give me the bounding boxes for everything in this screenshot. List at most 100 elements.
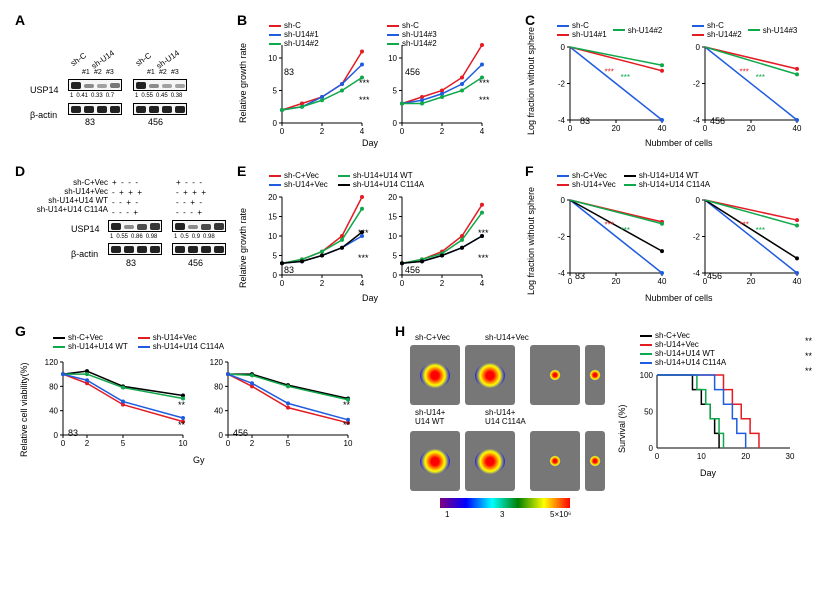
cell-456: 456 <box>148 117 163 127</box>
svg-text:20: 20 <box>612 277 621 286</box>
svg-text:20: 20 <box>747 277 756 286</box>
cell-83-c: 83 <box>580 116 590 126</box>
mouse-3 <box>410 431 460 491</box>
mlabel-4: sh-U14+ U14 C114A <box>485 408 526 426</box>
svg-text:***: *** <box>605 220 614 229</box>
panel-label-e: E <box>237 163 246 179</box>
leg: sh-U14+U14 WT <box>655 349 715 358</box>
svg-text:-4: -4 <box>693 269 701 278</box>
svg-text:30: 30 <box>786 452 795 461</box>
svg-text:-2: -2 <box>693 80 701 89</box>
leg: sh-C+Vec <box>572 171 607 180</box>
lane3b: #3 <box>171 69 179 76</box>
gel-usp14-d83 <box>108 220 162 232</box>
panel-label-d: D <box>15 163 25 179</box>
panel-label-g: G <box>15 323 26 339</box>
svg-text:***: *** <box>740 67 749 76</box>
cell-83-b: 83 <box>284 67 294 77</box>
leg: sh-U14#1 <box>284 30 319 39</box>
leg: sh-U14+U14 WT <box>68 342 128 351</box>
sig-g2: ** <box>178 420 185 430</box>
legend-c-left: sh-C sh-U14#1 sh-U14#2 <box>557 21 662 39</box>
protein-usp14: USP14 <box>30 85 59 95</box>
gel-label-shu142: sh-U14 <box>155 48 181 70</box>
svg-text:***: *** <box>621 73 630 82</box>
sig-g3: ** <box>343 400 350 410</box>
lane1: #1 <box>82 69 90 76</box>
svg-text:100: 100 <box>640 371 654 380</box>
svg-text:0: 0 <box>400 127 405 136</box>
svg-text:20: 20 <box>388 193 397 202</box>
leg: sh-U14+U14 C114A <box>153 342 224 351</box>
xlabel-b: Day <box>362 138 378 148</box>
svg-text:40: 40 <box>658 277 667 286</box>
cell-456-d: 456 <box>188 258 203 268</box>
leg: sh-U14#3 <box>763 26 798 35</box>
svg-text:0: 0 <box>226 439 231 448</box>
bactin-d: β-actin <box>71 249 98 259</box>
lane3: #3 <box>106 69 114 76</box>
leg: sh-U14+Vec <box>284 180 328 189</box>
svg-text:5: 5 <box>273 252 278 261</box>
panel-label-b: B <box>237 12 247 28</box>
dens: 1 <box>70 93 73 99</box>
ylabel-c: Log fraction without sphere <box>526 27 536 135</box>
svg-text:10: 10 <box>268 54 277 63</box>
svg-text:0: 0 <box>561 196 566 205</box>
mouse-4 <box>530 431 580 491</box>
leg: sh-U14#1 <box>572 30 607 39</box>
svg-text:120: 120 <box>45 358 59 367</box>
leg: sh-U14+U14 WT <box>639 171 699 180</box>
mouse-1b <box>465 345 515 405</box>
chart-b-456: 0240510 <box>382 43 487 138</box>
svg-text:10: 10 <box>697 452 706 461</box>
svg-text:0: 0 <box>393 119 398 128</box>
sig-b2: *** <box>359 95 370 105</box>
cond: sh-U14+U14 WT <box>28 196 108 205</box>
chart-g-83: 0251004080120 <box>43 360 188 450</box>
dens: 0.45 <box>156 93 168 99</box>
gel-usp14-456 <box>133 79 187 91</box>
gel-bactin-d83 <box>108 243 162 255</box>
chart-c-83: 02040-4-20****** <box>552 45 667 135</box>
svg-text:0: 0 <box>568 277 573 286</box>
svg-text:5: 5 <box>393 252 398 261</box>
svg-text:-4: -4 <box>558 269 566 278</box>
dens: 0.33 <box>91 93 103 99</box>
gel-bactin-d456 <box>172 243 226 255</box>
svg-text:5: 5 <box>273 87 278 96</box>
svg-text:5: 5 <box>393 87 398 96</box>
cb-tick1: 1 <box>445 510 449 519</box>
pm-grid-83: + - - - - + + + - - + - - - - + <box>112 178 142 218</box>
leg: sh-C+Vec <box>68 333 103 342</box>
svg-text:20: 20 <box>612 124 621 133</box>
dens: 1 <box>110 234 113 240</box>
xlabel-e: Day <box>362 293 378 303</box>
svg-text:40: 40 <box>793 277 802 286</box>
leg: sh-C <box>572 21 589 30</box>
svg-text:***: *** <box>756 226 765 235</box>
sig-h1: ** <box>805 336 812 346</box>
svg-text:2: 2 <box>440 127 445 136</box>
svg-text:10: 10 <box>179 439 188 448</box>
leg: sh-C <box>402 21 419 30</box>
protein-bactin: β-actin <box>30 110 57 120</box>
svg-text:-4: -4 <box>558 116 566 125</box>
ylabel-g: Relative cell viability(%) <box>19 362 29 457</box>
cell-456-f: 456 <box>707 271 722 281</box>
svg-text:0: 0 <box>400 279 405 288</box>
gel-label-shc2: sh-C <box>134 51 153 68</box>
leg: sh-U14+U14 WT <box>353 171 413 180</box>
legend-b-right: sh-C sh-U14#3 sh-U14#2 <box>387 21 437 48</box>
svg-text:50: 50 <box>644 408 653 417</box>
cell-83: 83 <box>85 117 95 127</box>
cell-83-g: 83 <box>68 428 78 438</box>
svg-text:0: 0 <box>655 452 660 461</box>
sig-e1: *** <box>358 228 369 238</box>
sig-h2: ** <box>805 351 812 361</box>
svg-text:0: 0 <box>696 43 701 52</box>
chart-c-456: 02040-4-20****** <box>687 45 802 135</box>
svg-text:0: 0 <box>393 271 398 280</box>
mouse-4b <box>585 431 605 491</box>
dens: 0.98 <box>203 234 215 240</box>
